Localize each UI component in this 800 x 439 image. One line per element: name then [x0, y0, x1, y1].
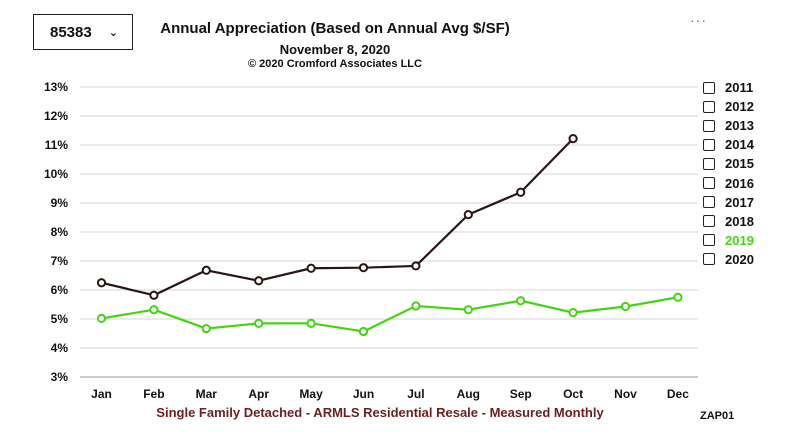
- x-tick-label: Mar: [196, 387, 218, 401]
- y-tick-label: 3%: [51, 370, 69, 384]
- legend-item-2014[interactable]: 2014: [703, 135, 793, 154]
- data-point-2020: [358, 263, 369, 273]
- data-point-2020: [149, 290, 159, 300]
- legend-label: 2020: [725, 251, 754, 267]
- checkbox-icon[interactable]: [703, 119, 715, 132]
- data-point-2020: [411, 261, 421, 271]
- y-tick-label: 5%: [51, 312, 69, 326]
- y-tick-label: 9%: [51, 196, 69, 210]
- chart-code: ZAP01: [700, 410, 735, 422]
- data-point-2019: [96, 313, 107, 324]
- x-tick-label: Oct: [563, 387, 583, 401]
- y-tick-label: 6%: [51, 283, 69, 297]
- more-options-icon[interactable]: ···: [690, 12, 707, 28]
- legend-label: 2018: [725, 213, 754, 229]
- data-point-2019: [201, 323, 211, 334]
- zip-code-select[interactable]: 85383 ⌄: [33, 14, 133, 50]
- y-tick-label: 4%: [51, 341, 69, 355]
- checkbox-icon[interactable]: [703, 234, 715, 247]
- checkbox-icon[interactable]: [703, 100, 715, 113]
- legend-item-2012[interactable]: 2012: [703, 97, 793, 116]
- legend-item-2013[interactable]: 2013: [703, 116, 793, 135]
- x-tick-label: Apr: [248, 387, 269, 401]
- legend-item-2016[interactable]: 2016: [703, 173, 793, 192]
- x-tick-label: Jul: [407, 387, 424, 401]
- legend-label: 2012: [725, 99, 754, 115]
- legend-item-2015[interactable]: 2015: [703, 154, 793, 173]
- legend-label: 2013: [725, 118, 754, 134]
- data-point-2019: [673, 292, 683, 302]
- x-tick-label: Nov: [614, 387, 637, 401]
- chart-copyright: © 2020 Cromford Associates LLC: [248, 58, 422, 70]
- checkbox-icon[interactable]: [703, 81, 715, 94]
- chart-title: Annual Appreciation (Based on Annual Avg…: [160, 20, 510, 37]
- checkbox-icon[interactable]: [703, 138, 715, 151]
- legend-label: 2014: [725, 137, 754, 153]
- checkbox-icon[interactable]: [703, 196, 715, 209]
- data-point-2019: [254, 318, 264, 328]
- data-point-2019: [620, 301, 631, 312]
- legend-item-2017[interactable]: 2017: [703, 193, 793, 212]
- data-point-2019: [463, 305, 473, 315]
- y-tick-label: 8%: [51, 225, 69, 239]
- x-tick-label: Dec: [667, 387, 689, 401]
- data-point-2019: [358, 326, 369, 337]
- legend-label: 2016: [725, 175, 754, 191]
- legend-item-2011[interactable]: 2011: [703, 78, 793, 97]
- series-line-2020: [101, 137, 574, 297]
- chart-caption: Single Family Detached - ARMLS Residenti…: [156, 405, 604, 420]
- data-point-2019: [149, 305, 159, 315]
- y-tick-label: 10%: [44, 167, 68, 181]
- chart-date: November 8, 2020: [279, 42, 391, 57]
- data-point-2020: [201, 265, 211, 275]
- data-point-2020: [463, 210, 473, 220]
- legend-item-2020[interactable]: 2020: [703, 250, 793, 269]
- zip-code-value: 85383: [50, 23, 92, 41]
- data-point-2020: [254, 276, 264, 286]
- x-tick-label: May: [299, 387, 323, 401]
- legend-item-2019[interactable]: 2019: [703, 231, 793, 250]
- chevron-down-icon: ⌄: [108, 26, 118, 39]
- legend-label: 2019: [725, 232, 754, 248]
- data-point-2020: [306, 263, 316, 273]
- data-point-2019: [306, 318, 316, 328]
- checkbox-icon[interactable]: [703, 177, 715, 190]
- checkbox-icon[interactable]: [703, 215, 715, 228]
- x-tick-label: Aug: [457, 387, 480, 401]
- x-tick-label: Sep: [510, 387, 532, 401]
- checkbox-icon[interactable]: [703, 253, 715, 266]
- y-tick-label: 12%: [44, 109, 68, 123]
- data-point-2020: [96, 278, 107, 288]
- data-point-2020: [568, 134, 578, 144]
- data-point-2019: [516, 296, 526, 306]
- y-tick-label: 7%: [51, 254, 69, 268]
- legend-label: 2011: [725, 80, 754, 96]
- legend-item-2018[interactable]: 2018: [703, 212, 793, 231]
- checkbox-icon[interactable]: [703, 157, 715, 170]
- y-tick-label: 13%: [44, 80, 68, 94]
- x-tick-label: Jun: [353, 387, 374, 401]
- x-tick-label: Jan: [91, 387, 112, 401]
- data-point-2019: [411, 301, 421, 311]
- x-tick-label: Feb: [143, 387, 164, 401]
- legend-label: 2015: [725, 156, 754, 172]
- series-line-2019: [101, 296, 679, 333]
- y-tick-label: 11%: [45, 138, 69, 152]
- legend-label: 2017: [725, 194, 754, 210]
- data-point-2019: [568, 308, 578, 318]
- legend: 2011 2012 2013 2014 2015 2016 2017 2018 2019 2020: [703, 78, 793, 269]
- data-point-2020: [516, 187, 526, 197]
